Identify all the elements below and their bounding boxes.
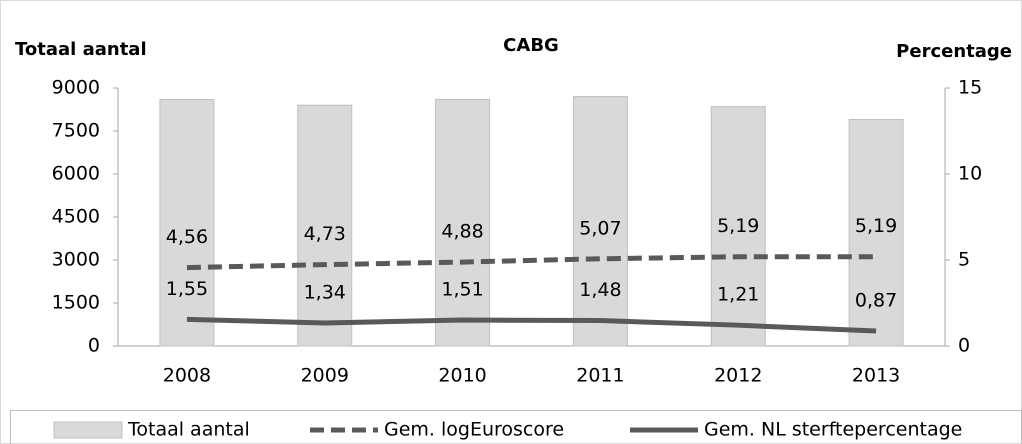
y2-tick-label: 0 [958,335,970,357]
x-tick-label: 2012 [714,365,762,387]
data-label: 5,19 [717,215,759,237]
data-label: 4,88 [441,221,483,243]
bar [435,98,491,347]
line [186,254,877,271]
data-label: 1,21 [717,284,759,306]
y-tick-label: 6000 [52,163,100,185]
data-label: 0,87 [855,290,897,312]
legend-label: Gem. logEuroscore [384,419,564,441]
data-label: 4,56 [166,226,208,248]
y2-tick-label: 15 [958,77,982,99]
data-label: 1,55 [166,278,208,300]
data-label: 1,51 [441,279,483,301]
y2-tick-label: 10 [958,163,982,185]
y-tick-label: 7500 [52,120,100,142]
data-label: 5,07 [579,217,621,239]
legend-swatch [53,421,123,439]
bar [297,104,353,347]
x-tick-label: 2008 [163,365,211,387]
x-tick-label: 2009 [301,365,349,387]
x-tick-label: 2013 [852,365,900,387]
data-label: 5,19 [855,215,897,237]
y2-axis-label: Percentage [896,41,1012,62]
y-tick-label: 1500 [52,292,100,314]
bar [848,119,904,347]
data-label: 4,73 [304,223,346,245]
x-tick-label: 2011 [576,365,624,387]
y-tick-label: 4500 [52,206,100,228]
legend-label: Gem. NL sterftepercentage [704,419,962,441]
line [186,316,877,334]
legend-label: Totaal aantal [127,419,250,441]
chart-title: CABG [503,35,559,56]
y2-tick-label: 5 [958,249,970,271]
bar [572,96,628,347]
data-label: 1,34 [304,281,346,303]
bar [710,106,766,347]
bar [159,98,215,347]
y-tick-label: 9000 [52,77,100,99]
y-axis-label: Totaal aantal [15,39,147,60]
x-tick-label: 2010 [438,365,486,387]
y-tick-label: 3000 [52,249,100,271]
y-tick-label: 0 [88,335,100,357]
data-label: 1,48 [579,279,621,301]
